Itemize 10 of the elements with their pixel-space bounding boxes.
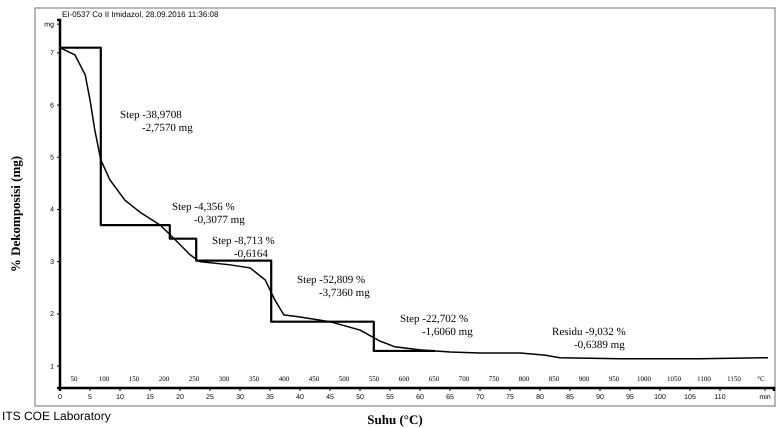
annotation: Step -22,702 % -1,6060 mg [400,313,474,338]
annotation: Step -38,9708 -2,7570 mg [120,109,194,134]
y-axis-title: % Dekomposisi (mg) [8,156,23,272]
text: ITS COE Laboratory [2,409,111,423]
annotation: Step -4,356 % -0,3077 mg [172,201,246,226]
chart-title: EI-0537 Co II Imidazol, 28.09.2016 11:36:08 [62,10,219,19]
annotation: Step -8,713 % -0,6164 [212,235,275,260]
annotation: Step -52,809 % -3,7360 mg [297,274,370,299]
annotation: Residu -9,032 % -0,6389 mg [552,326,626,351]
x-axis-title: Suhu (°C) [367,412,423,427]
